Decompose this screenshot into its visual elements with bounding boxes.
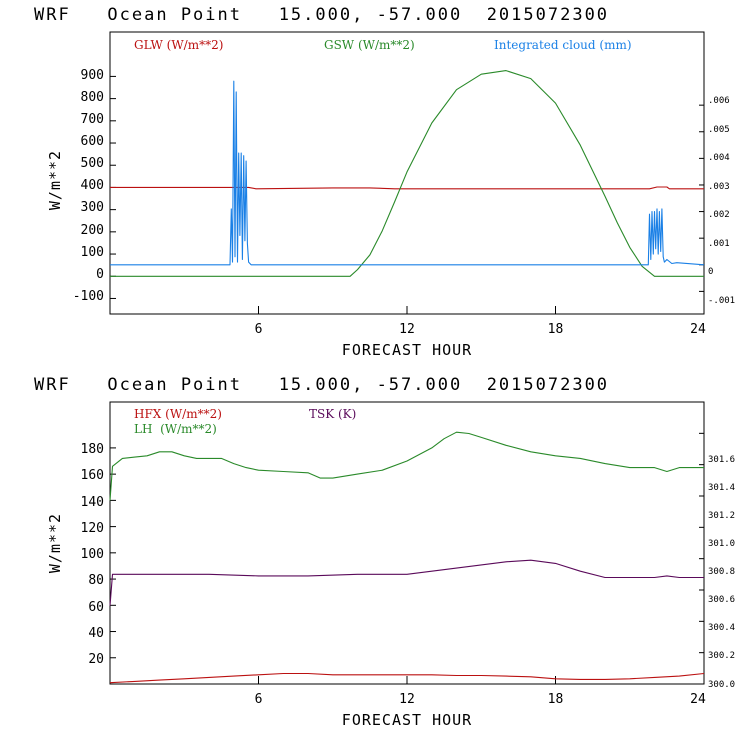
top-xtick-label: 24 xyxy=(690,322,706,337)
bottom-ytick-label: 80 xyxy=(88,573,104,588)
bottom-xtick-label: 24 xyxy=(690,692,706,707)
bottom-ytick-label: 140 xyxy=(81,495,104,510)
top-chart: WRF Ocean Point 15.000, -57.000 20150723… xyxy=(34,5,735,359)
bottom-right-ticks: 300.0 300.2 300.4 300.6 300.8 301.0 301.… xyxy=(708,455,735,690)
top-right-tick-label: .003 xyxy=(708,182,730,192)
top-series-glw-line xyxy=(110,186,704,190)
bottom-right-tick-label: 300.2 xyxy=(708,651,735,661)
top-series-gsw-line xyxy=(110,70,704,277)
top-right-tick-label: .004 xyxy=(708,153,730,163)
bottom-xtick-label: 6 xyxy=(255,692,263,707)
top-right-tick-label: -.001 xyxy=(708,296,735,306)
bottom-series-group xyxy=(109,431,705,685)
top-y-axis-label: W/m**2 xyxy=(46,150,64,210)
top-right-tick-label: 0 xyxy=(708,267,713,277)
bottom-x-ticks: 6 12 18 24 xyxy=(255,692,706,707)
bottom-left-ticks: 20 40 60 80 100 120 140 160 180 xyxy=(81,442,104,667)
top-ytick-label: 800 xyxy=(81,90,104,105)
bottom-legend-hfx: HFX (W/m**2) xyxy=(134,407,222,421)
top-left-ticks: -100 0 100 200 300 400 500 600 700 800 9… xyxy=(73,68,104,304)
top-right-tick-label: .006 xyxy=(708,96,730,106)
bottom-right-tick-label: 301.0 xyxy=(708,539,735,549)
bottom-xtick-label: 18 xyxy=(548,692,564,707)
bottom-ytick-label: 100 xyxy=(81,547,104,562)
top-right-tick-label: .005 xyxy=(708,125,730,135)
top-series-integrated-line xyxy=(110,80,705,266)
top-xtick-label: 18 xyxy=(548,322,564,337)
top-ytick-label: 900 xyxy=(81,68,104,83)
bottom-ytick-label: 40 xyxy=(88,626,104,641)
top-ytick-label: 200 xyxy=(81,223,104,238)
bottom-xtick-label: 12 xyxy=(399,692,415,707)
bottom-ytick-label: 180 xyxy=(81,442,104,457)
bottom-right-tick-label: 301.4 xyxy=(708,483,735,493)
bottom-x-axis-label: FORECAST HOUR xyxy=(342,711,472,729)
bottom-chart: WRF Ocean Point 15.000, -57.000 20150723… xyxy=(34,375,735,729)
top-chart-title: WRF Ocean Point 15.000, -57.000 20150723… xyxy=(34,5,609,25)
top-legend-glw: GLW (W/m**2) xyxy=(134,38,223,52)
bottom-series-hfx-line xyxy=(109,672,705,684)
top-x-ticks: 6 12 18 24 xyxy=(255,322,706,337)
bottom-legend-lh: LH (W/m**2) xyxy=(134,422,217,436)
top-x-axis-label: FORECAST HOUR xyxy=(342,341,472,359)
bottom-right-tick-label: 301.2 xyxy=(708,511,735,521)
bottom-ytick-label: 60 xyxy=(88,600,104,615)
bottom-plot-frame xyxy=(109,401,705,685)
top-ytick-label: 100 xyxy=(81,245,104,260)
top-right-ticks: -.001 0 .001 .002 .003 .004 .005 .006 xyxy=(708,96,735,306)
bottom-right-tick-label: 300.8 xyxy=(708,567,735,577)
bottom-series-lh-line xyxy=(109,431,704,501)
top-series-group xyxy=(110,70,705,314)
top-legend-cloud: Integrated cloud (mm) xyxy=(494,38,632,52)
bottom-series-tsk-line xyxy=(109,559,704,606)
top-ytick-label: 400 xyxy=(81,178,104,193)
top-xtick-label: 6 xyxy=(255,322,263,337)
bottom-legend-tsk: TSK (K) xyxy=(309,407,356,421)
top-ytick-label: 300 xyxy=(81,200,104,215)
bottom-right-tick-label: 300.4 xyxy=(708,623,735,633)
bottom-chart-title: WRF Ocean Point 15.000, -57.000 20150723… xyxy=(34,375,609,395)
bottom-ytick-label: 160 xyxy=(81,468,104,483)
top-ytick-label: 600 xyxy=(81,134,104,149)
bottom-y-axis-label: W/m**2 xyxy=(46,513,64,573)
top-xtick-label: 12 xyxy=(399,322,415,337)
bottom-right-tick-label: 301.6 xyxy=(708,455,735,465)
top-ytick-label: 0 xyxy=(96,267,104,282)
top-ytick-label: 500 xyxy=(81,156,104,171)
top-right-tick-label: .001 xyxy=(708,239,730,249)
top-ytick-label: 700 xyxy=(81,112,104,127)
top-right-tick-label: .002 xyxy=(708,210,730,220)
bottom-ytick-label: 120 xyxy=(81,521,104,536)
top-ytick-label: -100 xyxy=(73,289,104,304)
bottom-right-tick-label: 300.0 xyxy=(708,680,735,690)
bottom-ytick-label: 20 xyxy=(88,652,104,667)
top-legend-gsw: GSW (W/m**2) xyxy=(324,38,415,52)
bottom-right-tick-label: 300.6 xyxy=(708,595,735,605)
